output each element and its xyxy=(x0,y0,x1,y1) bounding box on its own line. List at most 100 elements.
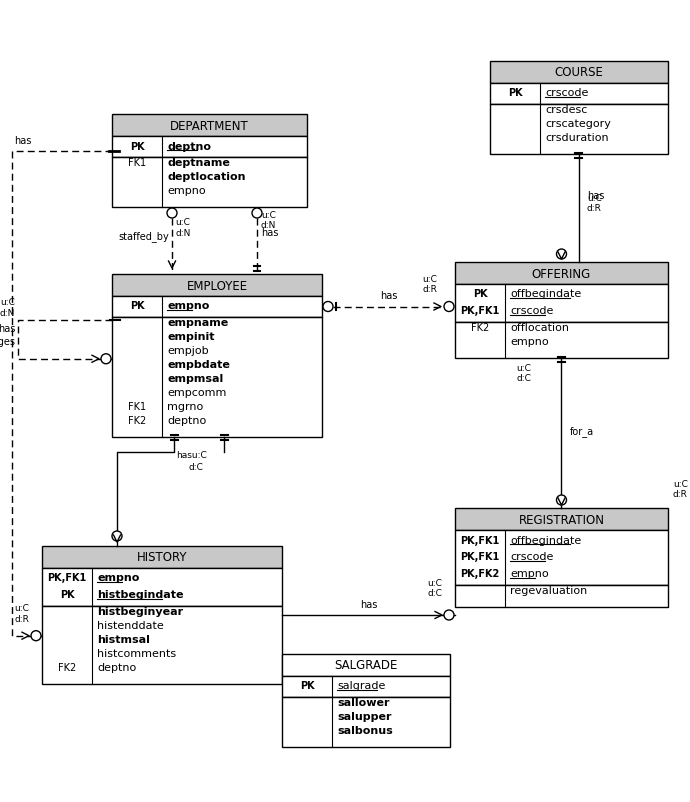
Text: crscode: crscode xyxy=(510,552,553,561)
Text: salbonus: salbonus xyxy=(337,725,393,735)
Text: REGISTRATION: REGISTRATION xyxy=(518,512,604,526)
Text: u:C
d:R: u:C d:R xyxy=(14,604,29,623)
Text: empcomm: empcomm xyxy=(167,387,226,398)
Text: empjob: empjob xyxy=(167,346,208,355)
Text: offbegindate: offbegindate xyxy=(510,535,581,545)
Bar xyxy=(112,158,307,208)
Text: crscode: crscode xyxy=(545,88,589,99)
Text: histbeginyear: histbeginyear xyxy=(97,606,183,616)
Text: salgrade: salgrade xyxy=(337,681,386,691)
Bar xyxy=(455,322,668,358)
Bar xyxy=(490,105,668,155)
Text: PK: PK xyxy=(130,301,144,311)
Text: PK: PK xyxy=(473,290,487,299)
Text: SALGRADE: SALGRADE xyxy=(335,658,397,671)
Circle shape xyxy=(557,249,566,260)
Bar xyxy=(112,318,322,437)
Text: histenddate: histenddate xyxy=(97,620,164,630)
Text: PK,FK1: PK,FK1 xyxy=(460,535,500,545)
Text: u:C
d:C: u:C d:C xyxy=(517,363,531,383)
Text: PK,FK1: PK,FK1 xyxy=(460,552,500,561)
Text: FK1: FK1 xyxy=(128,402,146,411)
Bar xyxy=(112,297,322,318)
Text: u:C
d:C: u:C d:C xyxy=(428,578,442,597)
Text: u:C
d:N: u:C d:N xyxy=(0,298,15,318)
Bar xyxy=(455,585,668,607)
Circle shape xyxy=(323,302,333,312)
Text: has: has xyxy=(587,191,604,200)
Text: COURSE: COURSE xyxy=(555,67,604,79)
Text: u:C
d:N: u:C d:N xyxy=(175,218,190,237)
Bar xyxy=(455,263,668,285)
Text: hasu:C: hasu:C xyxy=(176,451,207,460)
Text: empno: empno xyxy=(97,573,139,583)
Text: u:C
d:R: u:C d:R xyxy=(587,193,602,213)
Text: FK2: FK2 xyxy=(471,322,489,333)
Text: offlocation: offlocation xyxy=(510,322,569,333)
Text: has: has xyxy=(14,136,31,146)
Circle shape xyxy=(444,610,454,620)
Text: FK2: FK2 xyxy=(128,415,146,426)
Circle shape xyxy=(112,532,122,541)
Text: d:C: d:C xyxy=(188,463,203,472)
Text: histbegindate: histbegindate xyxy=(97,589,184,600)
Text: u:C
d:R: u:C d:R xyxy=(422,275,437,294)
Text: crsdesc: crsdesc xyxy=(545,105,587,115)
Text: PK: PK xyxy=(299,681,315,691)
Bar xyxy=(282,697,450,747)
Text: has: has xyxy=(380,291,397,301)
Text: DEPARTMENT: DEPARTMENT xyxy=(170,119,249,132)
Text: staffed_by: staffed_by xyxy=(118,231,169,241)
Text: empno: empno xyxy=(510,569,549,579)
Text: PK,FK1: PK,FK1 xyxy=(48,573,87,583)
Text: histcomments: histcomments xyxy=(97,648,176,658)
Text: crscode: crscode xyxy=(510,306,553,316)
Text: PK: PK xyxy=(508,88,522,99)
Text: deptname: deptname xyxy=(167,158,230,168)
Text: HISTORY: HISTORY xyxy=(137,551,187,564)
Text: deptlocation: deptlocation xyxy=(167,172,246,182)
Bar xyxy=(42,569,282,606)
Text: has: has xyxy=(261,229,278,238)
Text: empno: empno xyxy=(167,301,209,311)
Text: empno: empno xyxy=(510,337,549,346)
Bar xyxy=(112,274,322,297)
Text: u:C
d:N: u:C d:N xyxy=(261,210,277,229)
Circle shape xyxy=(557,496,566,505)
Text: FK1: FK1 xyxy=(128,158,146,168)
Text: deptno: deptno xyxy=(167,415,206,426)
Text: sallower: sallower xyxy=(337,697,389,707)
Text: has: has xyxy=(0,324,15,334)
Circle shape xyxy=(444,302,454,312)
Text: crscategory: crscategory xyxy=(545,119,611,129)
Text: for_a: for_a xyxy=(569,426,593,436)
Bar xyxy=(455,508,668,530)
Text: OFFERING: OFFERING xyxy=(532,267,591,280)
Text: offbegindate: offbegindate xyxy=(510,290,581,299)
Circle shape xyxy=(252,209,262,219)
Text: mgrno: mgrno xyxy=(167,402,204,411)
Bar xyxy=(490,62,668,84)
Text: has: has xyxy=(359,599,377,610)
Text: empmsal: empmsal xyxy=(167,374,224,383)
Text: empinit: empinit xyxy=(167,331,215,342)
Bar xyxy=(42,546,282,569)
Circle shape xyxy=(101,354,111,364)
Text: empname: empname xyxy=(167,318,228,327)
Circle shape xyxy=(31,631,41,641)
Text: u:C
d:R: u:C d:R xyxy=(673,479,688,498)
Text: crsduration: crsduration xyxy=(545,133,609,143)
Text: deptno: deptno xyxy=(167,141,211,152)
Text: salupper: salupper xyxy=(337,711,391,721)
Bar xyxy=(455,530,668,585)
Circle shape xyxy=(167,209,177,219)
Bar xyxy=(42,606,282,684)
Bar xyxy=(490,84,668,105)
Bar xyxy=(282,654,450,676)
Text: empbdate: empbdate xyxy=(167,359,230,370)
Bar xyxy=(112,115,307,137)
Text: PK: PK xyxy=(60,589,75,600)
Bar xyxy=(112,137,307,158)
Text: PK,FK2: PK,FK2 xyxy=(460,569,500,579)
Text: deptno: deptno xyxy=(97,662,136,672)
